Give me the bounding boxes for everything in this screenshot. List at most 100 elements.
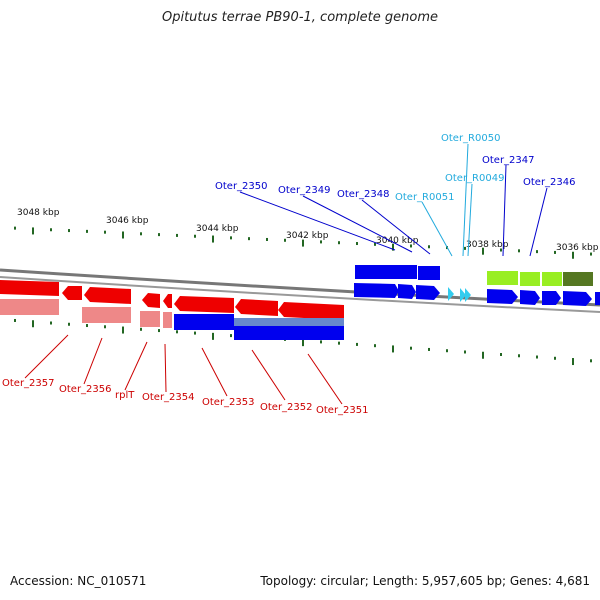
tick-mark xyxy=(86,324,88,328)
gene-label-oter-2353[interactable]: Oter_2353 xyxy=(202,397,255,408)
gene-oter-2352 xyxy=(235,299,278,316)
tick-mark xyxy=(518,249,520,253)
tick-mark xyxy=(302,339,304,347)
tick-mark xyxy=(32,227,34,235)
tick-mark xyxy=(392,243,394,251)
gene-forward-3 xyxy=(542,291,561,305)
tick-mark xyxy=(212,332,214,340)
gene-oter-2347-arrow xyxy=(487,289,518,304)
tick-mark xyxy=(320,340,322,344)
callout-line xyxy=(239,191,396,251)
gene-label-oter-2354[interactable]: Oter_2354 xyxy=(142,392,195,403)
tick-mark xyxy=(122,326,124,334)
tick-mark xyxy=(428,245,430,249)
cds-blue-3 xyxy=(234,326,344,340)
gene-forward-5 xyxy=(595,292,600,305)
gene-label-oter-2352[interactable]: Oter_2352 xyxy=(260,402,313,413)
gene-green-2 xyxy=(520,272,540,286)
tick-mark xyxy=(140,327,142,331)
tick-mark xyxy=(266,237,268,241)
tick-mark xyxy=(536,355,538,359)
tick-mark xyxy=(14,226,16,230)
tick-mark xyxy=(320,240,322,244)
kbp-label: 3038 kbp xyxy=(466,240,509,250)
gene-oter-2349-arrow xyxy=(398,284,416,299)
gene-label-oter-r0050[interactable]: Oter_R0050 xyxy=(441,133,500,144)
gene-label-oter-2351[interactable]: Oter_2351 xyxy=(316,405,369,416)
tick-mark xyxy=(554,356,556,360)
tick-mark xyxy=(248,237,250,241)
tick-mark xyxy=(572,358,574,366)
tick-mark xyxy=(122,231,124,239)
tick-mark xyxy=(428,347,430,351)
tick-mark xyxy=(482,247,484,255)
tick-mark xyxy=(374,242,376,246)
callout-line xyxy=(251,349,286,401)
gene-oter-2353 xyxy=(174,296,234,313)
gene-label-oter-r0051[interactable]: Oter_R0051 xyxy=(395,192,454,203)
topology-text: Topology: circular; Length: 5,957,605 bp… xyxy=(260,574,590,588)
tick-mark xyxy=(500,353,502,356)
cds-pink-3 xyxy=(140,311,160,327)
tick-mark xyxy=(410,346,412,350)
kbp-label: 3046 kbp xyxy=(106,216,149,226)
tick-mark xyxy=(284,238,286,242)
tick-mark xyxy=(464,246,466,250)
callout-line xyxy=(201,347,228,397)
gene-oter-2346-arrow xyxy=(520,290,540,305)
tick-mark xyxy=(464,350,466,354)
tick-mark xyxy=(338,341,340,345)
gene-label-oter-2357[interactable]: Oter_2357 xyxy=(2,378,55,389)
callout-line xyxy=(421,201,453,257)
tick-mark xyxy=(410,244,412,248)
callout-line xyxy=(467,183,473,257)
callout-line xyxy=(302,195,413,253)
gene-label-oter-2356[interactable]: Oter_2356 xyxy=(59,384,112,395)
tick-mark xyxy=(554,250,556,254)
backbone-inner xyxy=(0,276,600,313)
gene-oter-2351 xyxy=(278,302,344,320)
tick-mark xyxy=(68,229,70,233)
callout-line xyxy=(83,337,103,385)
tick-mark xyxy=(194,234,196,238)
gene-label-oter-2350[interactable]: Oter_2350 xyxy=(215,181,268,192)
tick-mark xyxy=(212,235,214,243)
cds-pink-2 xyxy=(82,307,131,323)
backbone-outer xyxy=(0,268,600,307)
tick-mark xyxy=(590,252,592,256)
tick-mark xyxy=(518,354,520,358)
gene-label-oter-2346[interactable]: Oter_2346 xyxy=(523,177,576,188)
gene-oter-2350-arrow xyxy=(354,283,399,298)
cds-blue-1 xyxy=(174,314,234,330)
kbp-label: 3036 kbp xyxy=(556,243,599,253)
cds-blue-2 xyxy=(234,318,344,326)
tick-mark xyxy=(392,345,394,353)
callout-line xyxy=(502,164,507,257)
tick-mark xyxy=(536,250,538,254)
rna-oter-r0051 xyxy=(448,287,454,301)
gene-oter-2349 xyxy=(418,266,440,280)
tick-mark xyxy=(230,334,232,338)
tick-mark xyxy=(302,239,304,247)
gene-green-3 xyxy=(542,272,562,286)
gene-label-oter-2348[interactable]: Oter_2348 xyxy=(337,189,390,200)
gene-label-oter-2347[interactable]: Oter_2347 xyxy=(482,155,535,166)
gene-label-rplt[interactable]: rplT xyxy=(115,390,135,401)
kbp-label: 3048 kbp xyxy=(17,208,60,218)
rna-oter-r0050 xyxy=(460,288,466,302)
tick-mark xyxy=(104,230,106,234)
gene-label-oter-2349[interactable]: Oter_2349 xyxy=(278,185,331,196)
callout-line xyxy=(307,353,343,405)
gene-dark-green xyxy=(563,272,593,286)
tick-mark xyxy=(14,318,16,322)
tick-mark xyxy=(500,248,502,252)
tick-mark xyxy=(158,329,160,333)
gene-oter-2354 xyxy=(142,293,160,308)
cds-pink-1 xyxy=(0,299,59,315)
tick-mark xyxy=(32,320,34,328)
callout-line xyxy=(124,341,148,391)
tick-mark xyxy=(50,321,52,325)
gene-forward-4 xyxy=(563,291,592,306)
cds-pink-4 xyxy=(163,312,172,328)
gene-label-oter-r0049[interactable]: Oter_R0049 xyxy=(445,173,504,184)
